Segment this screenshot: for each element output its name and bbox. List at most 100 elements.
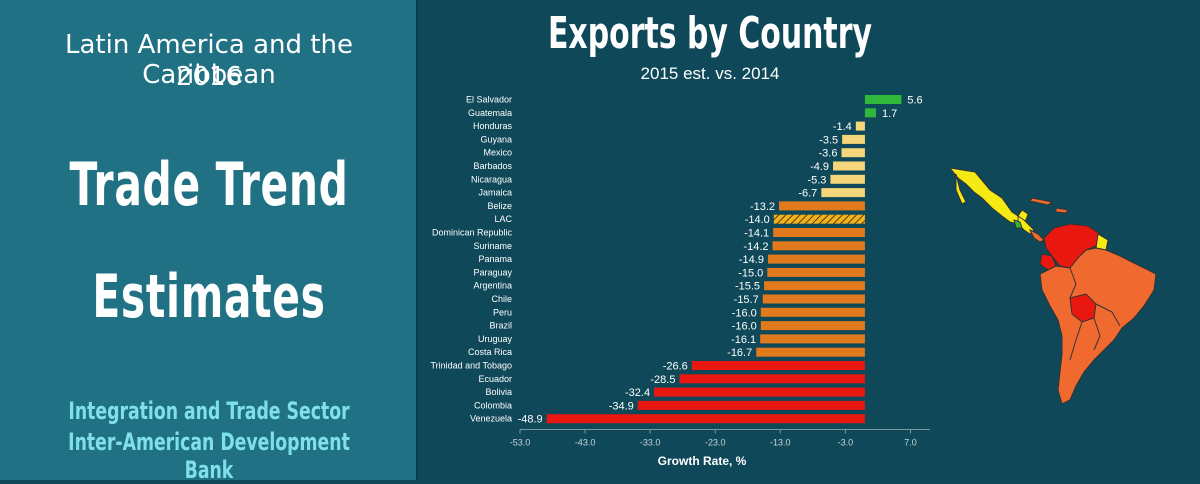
category-label: Nicaragua	[471, 174, 512, 184]
value-label: -28.5	[650, 374, 675, 386]
value-label: -3.6	[819, 148, 838, 160]
bar	[768, 255, 865, 264]
central-america-orange-shape	[1030, 230, 1044, 242]
value-label: 5.6	[907, 95, 922, 107]
category-label: Argentina	[473, 281, 512, 291]
latin-america-map	[930, 150, 1200, 420]
category-label: Costa Rica	[468, 347, 512, 357]
chart-title: Exports by Country	[513, 8, 907, 59]
bar	[842, 135, 865, 144]
category-label: Panama	[478, 254, 512, 264]
x-tick-label: -33.0	[640, 438, 661, 448]
value-label: -16.0	[732, 307, 757, 319]
bar	[654, 388, 865, 397]
x-tick-label: -3.0	[838, 438, 854, 448]
category-label: Suriname	[473, 241, 512, 251]
value-label: -1.4	[833, 121, 852, 133]
value-label: -4.9	[810, 161, 829, 173]
bar	[865, 108, 876, 117]
category-label: Chile	[491, 294, 512, 304]
bar	[774, 215, 865, 224]
x-axis: -53.0 -43.0 -33.0 -23.0 -13.0 -3.0 7.0	[510, 430, 930, 448]
bar	[679, 374, 864, 383]
bar	[773, 228, 865, 237]
category-label: Guyana	[480, 134, 512, 144]
value-label: -14.1	[744, 228, 769, 240]
bar	[692, 361, 865, 370]
bar-chart: El Salvador 5.6 Guatemala 1.7 Honduras -1.4 Gu…	[420, 85, 940, 475]
category-label: Dominican Republic	[432, 228, 513, 238]
headline-line-1: Trade Trend	[67, 150, 351, 220]
bar	[773, 241, 865, 250]
value-label: -32.4	[625, 387, 650, 399]
bar	[841, 148, 864, 157]
category-label: El Salvador	[466, 95, 512, 105]
bank-label: Inter-American Development Bank	[59, 428, 360, 484]
category-label: Jamaica	[478, 188, 512, 198]
category-label: Bolivia	[485, 387, 512, 397]
value-label: -16.0	[732, 321, 757, 333]
value-label: -48.9	[518, 414, 543, 426]
left-panel: Latin America and the Caribbean 2016 Tra…	[0, 0, 418, 480]
bar	[638, 401, 865, 410]
headline-line-2: Estimates	[67, 262, 351, 332]
sector-label: Integration and Trade Sector	[59, 397, 360, 425]
category-label: Barbados	[473, 161, 512, 171]
category-label: Uruguay	[478, 334, 513, 344]
value-label: -15.0	[738, 267, 763, 279]
bar	[779, 201, 865, 210]
value-label: -6.7	[798, 188, 817, 200]
category-label: Peru	[493, 307, 512, 317]
x-tick-label: -23.0	[705, 438, 726, 448]
category-label: Colombia	[474, 400, 512, 410]
category-label: Honduras	[473, 121, 513, 131]
value-label: -26.6	[663, 361, 688, 373]
bar	[761, 321, 865, 330]
value-label: -15.5	[735, 281, 760, 293]
category-label: Ecuador	[478, 374, 512, 384]
value-label: -13.2	[750, 201, 775, 213]
value-label: -14.9	[739, 254, 764, 266]
south-america-shape	[1040, 248, 1156, 404]
bar	[764, 281, 865, 290]
bar	[856, 122, 865, 131]
guianas-shape	[1096, 234, 1108, 250]
value-label: -14.2	[743, 241, 768, 253]
bar	[821, 188, 865, 197]
bar	[865, 95, 901, 104]
x-tick-label: -43.0	[575, 438, 596, 448]
value-label: 1.7	[882, 108, 897, 120]
bar	[760, 334, 865, 343]
value-label: -15.7	[734, 294, 759, 306]
x-tick-label: -13.0	[770, 438, 791, 448]
category-label: Belize	[487, 201, 512, 211]
value-label: -16.7	[727, 347, 752, 359]
value-label: -16.1	[731, 334, 756, 346]
bar	[763, 295, 865, 304]
bar	[767, 268, 865, 277]
category-label: LAC	[494, 214, 512, 224]
chart-subtitle: 2015 est. vs. 2014	[420, 64, 1000, 84]
x-axis-label: Growth Rate, %	[658, 454, 747, 468]
bar	[547, 414, 865, 423]
category-label: Paraguay	[473, 267, 512, 277]
category-label: Guatemala	[468, 108, 512, 118]
bar	[761, 308, 865, 317]
category-label: Mexico	[483, 148, 512, 158]
x-tick-label: 7.0	[904, 438, 917, 448]
caribbean-islands-shape	[1030, 198, 1068, 213]
bar	[833, 162, 865, 171]
value-label: -5.3	[807, 174, 826, 186]
value-label: -34.9	[609, 400, 634, 412]
category-label: Brazil	[489, 321, 512, 331]
x-tick-label: -53.0	[510, 438, 531, 448]
year-heading: 2016	[0, 62, 418, 92]
bar	[830, 175, 864, 184]
value-label: -3.5	[819, 134, 838, 146]
category-label: Venezuela	[470, 414, 512, 424]
mexico-shape	[950, 168, 1028, 224]
category-label: Trinidad and Tobago	[430, 361, 512, 371]
bar	[756, 348, 865, 357]
value-label: -14.0	[745, 214, 770, 226]
